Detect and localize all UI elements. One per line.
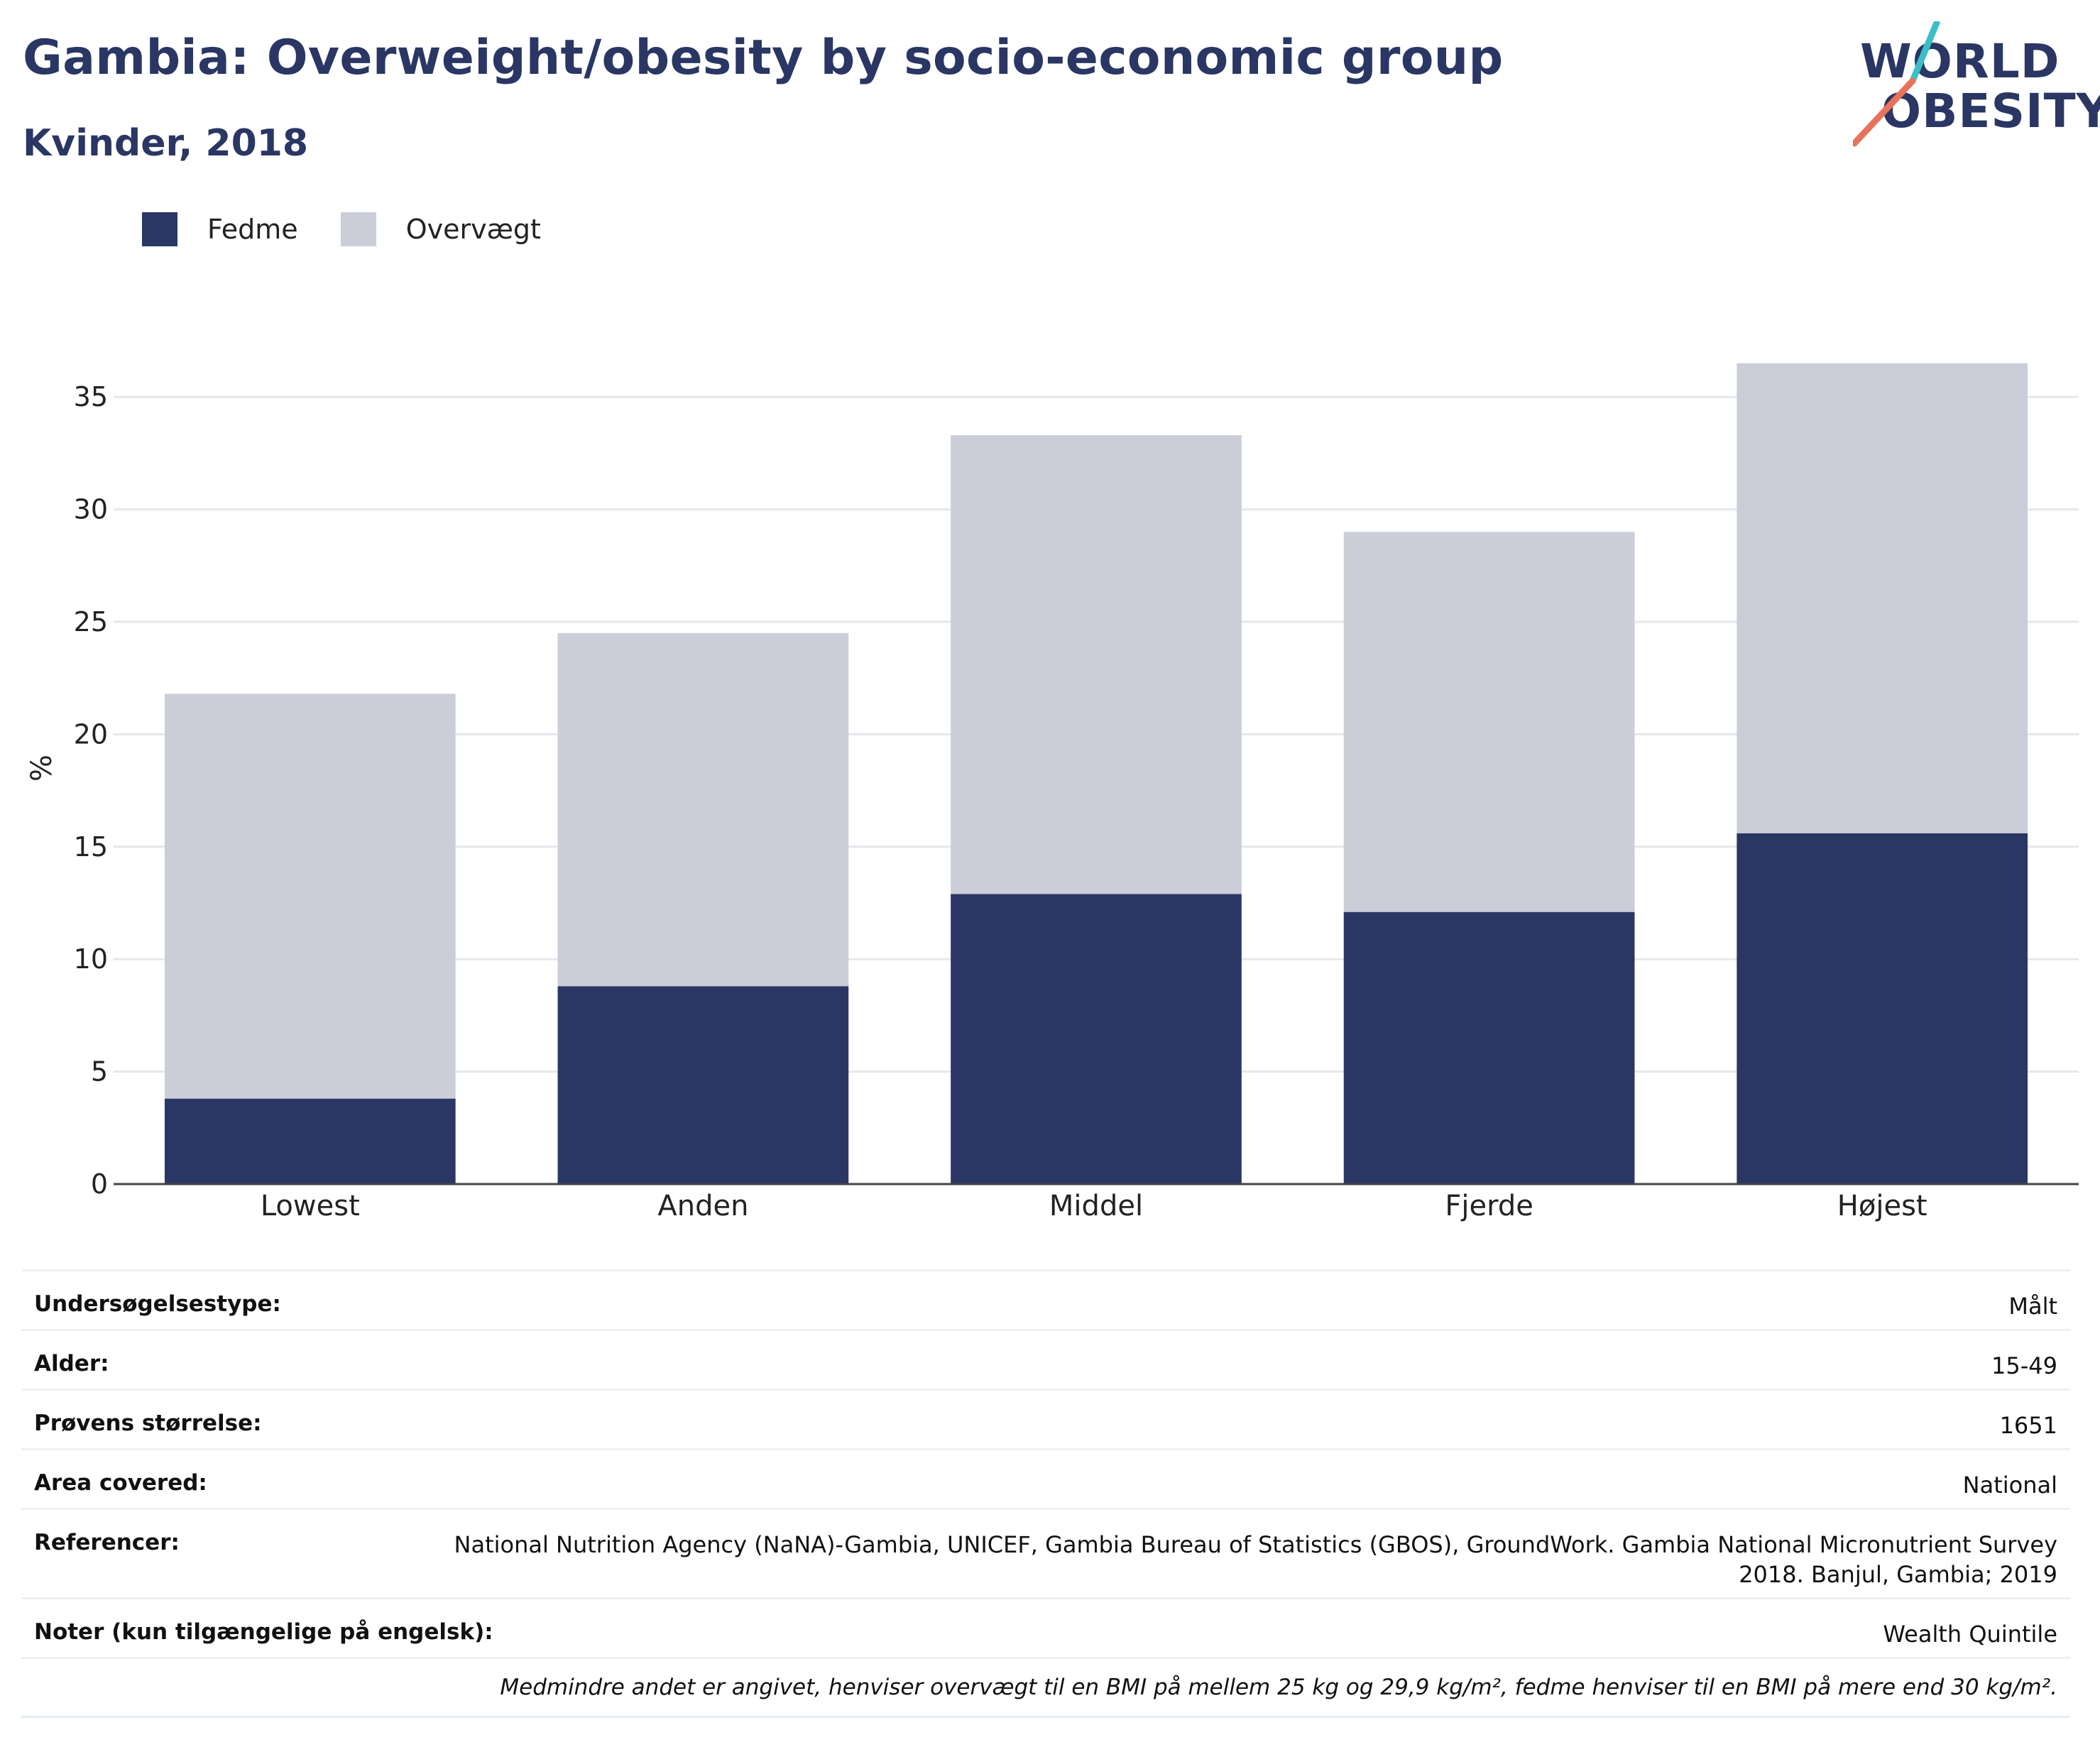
bar-segment [1737, 833, 2028, 1184]
info-row-notes: Noter (kun tilgængelige på engelsk): Wea… [21, 1597, 2070, 1657]
info-table: Undersøgelsestype: Målt Alder: 15-49 Prø… [21, 1269, 2070, 1718]
info-key: Alder: [34, 1351, 109, 1376]
x-tick-label: Lowest [261, 1190, 360, 1222]
legend-label-fedme: Fedme [207, 214, 298, 245]
x-tick-label: Middel [1049, 1190, 1143, 1222]
y-tick-label: 35 [74, 381, 108, 412]
bar-segment [951, 894, 1242, 1184]
bar-segment [1737, 363, 2028, 833]
y-tick-label: 10 [74, 943, 108, 975]
x-tick-label: Fjerde [1445, 1190, 1533, 1222]
x-tick-label: Anden [657, 1190, 748, 1222]
y-axis-label: % [26, 755, 58, 782]
legend-label-overvaegt: Overvægt [405, 214, 541, 245]
chart-title: Gambia: Overweight/obesity by socio-econ… [23, 30, 1504, 86]
legend-swatch-fedme [142, 212, 177, 246]
y-tick-label: 30 [74, 494, 108, 525]
logo-line-2: OBESITY [1881, 84, 2100, 138]
info-key: Area covered: [34, 1470, 207, 1496]
info-value: Målt [2008, 1293, 2057, 1320]
y-tick-label: 15 [74, 831, 108, 862]
bar-segment [164, 1098, 456, 1184]
bar-segment [557, 986, 849, 1184]
info-value: 1651 [1999, 1412, 2057, 1439]
bar-segment [951, 435, 1242, 894]
legend-item-overvaegt[interactable]: Overvægt [340, 212, 541, 246]
chart-subtitle: Kvinder, 2018 [23, 122, 309, 165]
y-tick-label: 20 [74, 718, 108, 750]
bar-segment [557, 632, 849, 987]
info-key: Noter (kun tilgængelige på engelsk): [34, 1619, 493, 1645]
bar-segment [1343, 532, 1635, 912]
info-value: National Nutrition Agency (NaNA)-Gambia,… [454, 1531, 2057, 1588]
info-value: National [1962, 1472, 2057, 1499]
info-row-area-covered: Area covered: National [21, 1448, 2070, 1508]
stacked-bar-chart: 0 5 10 15 20 25 30 35% Lowest Anden Middel Fjerde Hø… [26, 363, 2079, 1222]
info-key: Referencer: [34, 1530, 180, 1555]
y-tick-label: 5 [91, 1056, 108, 1088]
bar-segment [164, 694, 456, 1099]
y-tick-label: 25 [74, 606, 108, 637]
chart-legend: Fedme Overvægt [142, 212, 584, 247]
bar-segment [1343, 911, 1635, 1184]
y-tick-label: 0 [91, 1168, 108, 1200]
info-key: Undersøgelsestype: [34, 1291, 281, 1317]
info-value: 15-49 [1991, 1352, 2057, 1379]
info-value: Wealth Quintile [1883, 1621, 2057, 1648]
info-row-age: Alder: 15-49 [21, 1329, 2070, 1389]
info-row-references: Referencer: National Nutrition Agency (N… [21, 1508, 2070, 1597]
legend-swatch-overvaegt [340, 212, 376, 246]
info-row-survey-type: Undersøgelsestype: Målt [21, 1269, 2070, 1329]
info-key: Prøvens størrelse: [34, 1411, 262, 1436]
logo-line-1: WORLD [1860, 34, 2060, 89]
world-obesity-logo: WORLD OBESITY [1853, 21, 2100, 149]
logo-slash-icon [1853, 21, 1940, 147]
bmi-footnote: Medmindre andet er angivet, henviser ove… [21, 1657, 2070, 1718]
legend-item-fedme[interactable]: Fedme [142, 212, 298, 246]
info-row-sample-size: Prøvens størrelse: 1651 [21, 1389, 2070, 1448]
x-tick-label: Højest [1837, 1190, 1927, 1222]
